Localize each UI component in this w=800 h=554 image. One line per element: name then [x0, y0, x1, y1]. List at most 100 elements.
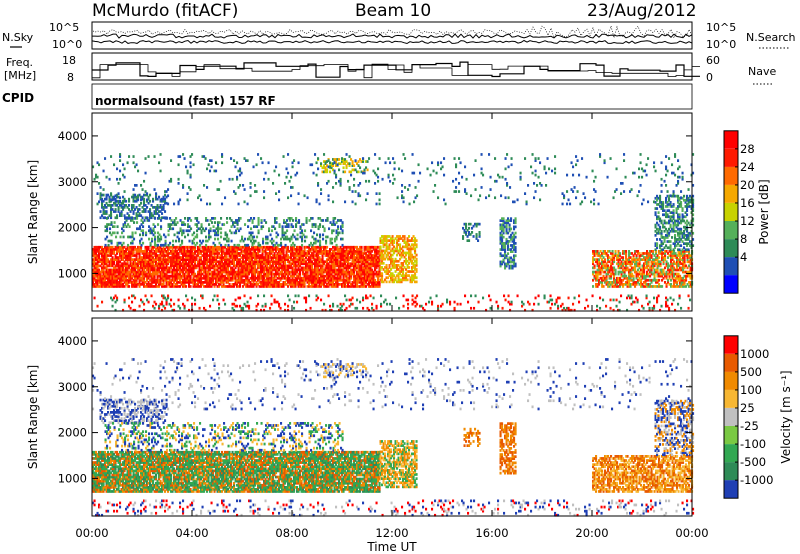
data-cell: [168, 278, 171, 282]
data-cell: [415, 264, 418, 267]
data-cell: [144, 285, 147, 288]
data-cell: [362, 281, 365, 284]
data-cell: [170, 283, 173, 286]
data-cell: [239, 252, 242, 255]
nave-tick-bottom: 0: [706, 71, 713, 84]
data-cell: [366, 268, 369, 272]
data-cell: [390, 259, 393, 263]
data-cell: [354, 168, 357, 172]
data-cell: [303, 254, 306, 257]
data-cell: [129, 256, 132, 259]
data-cell: [164, 210, 167, 213]
data-cell: [186, 262, 189, 266]
data-cell: [362, 256, 365, 259]
data-cell: [324, 264, 327, 268]
data-cell: [152, 227, 155, 231]
data-cell: [408, 251, 411, 255]
data-cell: [156, 248, 159, 251]
data-cell: [215, 252, 218, 255]
data-cell: [99, 193, 102, 197]
data-cell: [165, 250, 168, 253]
data-cell: [369, 252, 372, 255]
data-cell: [188, 225, 191, 228]
data-cell: [405, 272, 408, 275]
data-cell: [177, 268, 180, 272]
data-cell: [351, 260, 354, 264]
data-cell: [513, 221, 516, 225]
data-cell: [258, 258, 261, 261]
data-cell: [257, 221, 260, 224]
data-cell: [388, 247, 391, 251]
data-cell: [200, 250, 203, 253]
data-cell: [102, 258, 105, 261]
data-cell: [116, 262, 119, 266]
data-cell: [613, 285, 616, 288]
data-cell: [411, 280, 414, 284]
data-cell: [415, 243, 418, 247]
data-cell: [112, 225, 115, 228]
data-cell: [345, 264, 348, 268]
data-cell: [598, 262, 601, 266]
data-cell: [333, 248, 336, 251]
data-cell: [201, 281, 204, 284]
data-cell: [325, 241, 328, 245]
data-cell: [290, 248, 293, 251]
data-cell: [339, 254, 342, 257]
data-cell: [388, 264, 391, 267]
data-cell: [341, 160, 344, 163]
data-cell: [222, 270, 225, 274]
data-cell: [159, 245, 162, 249]
data-cell: [182, 221, 185, 224]
data-cell: [101, 206, 104, 209]
data-cell: [312, 276, 315, 280]
data-cell: [236, 219, 239, 222]
data-cell: [610, 252, 613, 255]
data-cell: [378, 264, 381, 268]
data-cell: [596, 254, 599, 257]
data-cell: [326, 283, 329, 286]
data-cell: [207, 248, 210, 251]
data-cell: [236, 252, 239, 255]
data-cell: [318, 245, 321, 249]
data-cell: [140, 243, 143, 247]
data-cell: [216, 274, 219, 278]
data-cell: [96, 245, 99, 249]
data-cell: [502, 231, 505, 235]
data-cell: [309, 254, 312, 257]
data-cell: [372, 270, 375, 274]
data-cell: [269, 268, 272, 272]
data-cell: [305, 262, 308, 266]
data-cell: [235, 221, 238, 224]
data-cell: [335, 248, 338, 251]
data-cell: [98, 256, 101, 259]
data-cell: [92, 281, 95, 284]
data-cell: [505, 240, 508, 243]
data-cell: [101, 248, 104, 251]
data-cell: [286, 223, 289, 226]
data-cell: [161, 248, 164, 251]
data-cell: [414, 241, 417, 244]
data-cell: [234, 266, 237, 270]
data-cell: [188, 278, 191, 282]
data-cell: [360, 266, 363, 270]
data-cell: [260, 225, 263, 228]
data-cell: [135, 278, 138, 282]
data-cell: [252, 254, 255, 257]
data-cell: [336, 250, 339, 253]
data-cell: [356, 260, 359, 264]
data-cell: [315, 276, 318, 280]
data-cell: [254, 276, 257, 280]
data-cell: [323, 274, 326, 278]
data-cell: [222, 266, 225, 270]
data-cell: [368, 266, 371, 270]
data-cell: [368, 281, 371, 284]
data-cell: [102, 272, 105, 276]
data-cell: [159, 270, 162, 274]
data-cell: [371, 283, 374, 286]
data-cell: [221, 266, 224, 270]
data-cell: [212, 258, 215, 261]
data-cell: [400, 237, 403, 240]
data-cell: [111, 268, 114, 272]
data-cell: [327, 268, 330, 272]
data-cell: [362, 262, 365, 266]
